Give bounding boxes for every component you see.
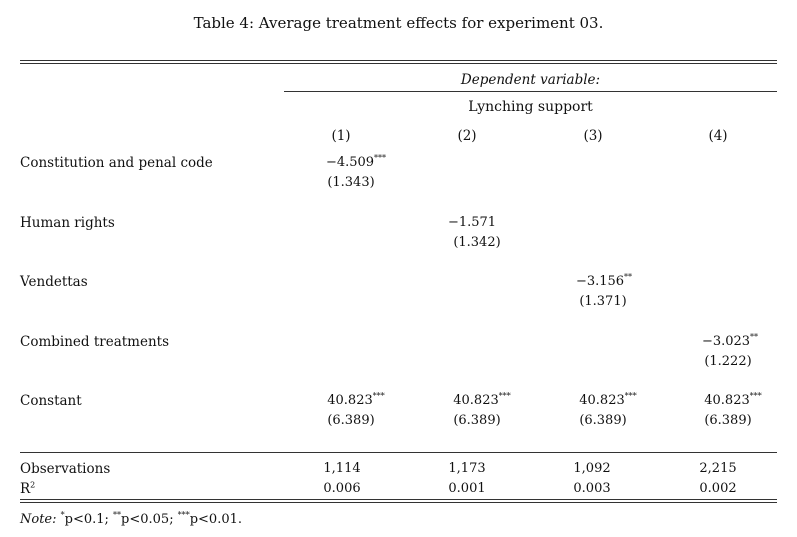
coef-constant-4: 40.823*** (704, 391, 762, 408)
top-rule-2 (20, 63, 777, 64)
se-vendettas: (1.371) (579, 294, 627, 309)
observations-1: 1,114 (323, 461, 361, 476)
row-label-constant: Constant (20, 393, 82, 409)
coef-vendettas: −3.156** (575, 272, 633, 289)
significance-note: Note: *p<0.1; **p<0.05; ***p<0.01. (20, 510, 243, 527)
se-combined: (1.222) (704, 354, 752, 369)
row-label-combined: Combined treatments (20, 334, 170, 350)
column-header-1: (1) (331, 128, 351, 144)
bottom-rule-1 (20, 499, 777, 500)
row-label-r-squared: R2 (20, 480, 36, 497)
row-label-vendettas: Vendettas (20, 274, 88, 290)
observations-4: 2,215 (699, 461, 737, 476)
coef-constitution: −4.509*** (325, 153, 387, 170)
se-constant-2: (6.389) (453, 413, 501, 428)
se-constant-1: (6.389) (327, 413, 375, 428)
se-human-rights: (1.342) (453, 235, 501, 250)
coef-constant-3: 40.823*** (579, 391, 637, 408)
r-squared-3: 0.003 (573, 481, 611, 496)
coef-constant-2: 40.823*** (453, 391, 511, 408)
r-squared-2: 0.001 (448, 481, 486, 496)
coef-human-rights: −1.571 (447, 215, 497, 230)
top-rule-1 (20, 60, 777, 61)
row-label-observations: Observations (20, 461, 111, 477)
observations-2: 1,173 (448, 461, 486, 476)
coef-combined: −3.023** (701, 332, 759, 349)
column-header-4: (4) (708, 128, 728, 144)
r-squared-1: 0.006 (323, 481, 361, 496)
dependent-variable-name: Lynching support (468, 99, 593, 115)
row-label-constitution: Constitution and penal code (20, 155, 213, 171)
row-label-human-rights: Human rights (20, 215, 115, 231)
se-constant-3: (6.389) (579, 413, 627, 428)
stats-rule (20, 452, 777, 453)
dependent-variable-label: Dependent variable: (460, 72, 601, 88)
dependent-variable-rule (284, 91, 777, 92)
se-constitution: (1.343) (327, 175, 375, 190)
r-squared-4: 0.002 (699, 481, 737, 496)
se-constant-4: (6.389) (704, 413, 752, 428)
coef-constant-1: 40.823*** (327, 391, 385, 408)
bottom-rule-2 (20, 502, 777, 503)
column-header-3: (3) (583, 128, 603, 144)
observations-3: 1,092 (573, 461, 611, 476)
table-caption: Table 4: Average treatment effects for e… (193, 14, 604, 32)
column-header-2: (2) (457, 128, 477, 144)
